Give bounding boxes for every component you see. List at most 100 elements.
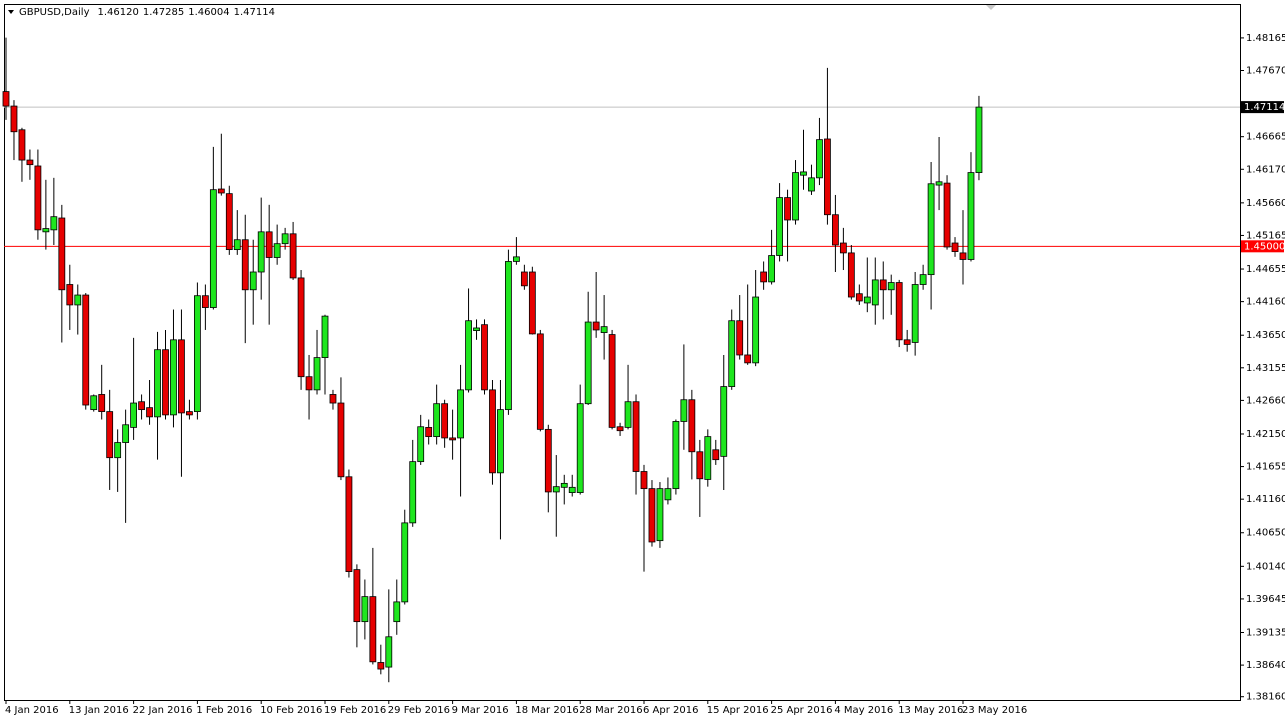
candle-body [457,389,464,439]
candle-body [943,182,951,248]
candle-body [42,228,50,233]
candle-body [776,197,783,256]
x-tick-label: 15 Apr 2016 [707,705,769,716]
candle-body [871,279,879,306]
candle-body [178,339,185,414]
candle-body [760,271,768,283]
candle-body [664,488,672,501]
candle-body [927,183,935,276]
candle-body [18,129,26,161]
candle-body [162,349,169,416]
x-tick-label: 4 Jan 2016 [5,705,59,716]
candle-body [313,357,321,391]
candle-body [34,165,42,231]
candle-body [688,399,696,453]
x-tick-label: 9 Mar 2016 [452,705,509,716]
candle-body [114,442,122,459]
candle-body [377,662,385,670]
candle-body [560,482,568,488]
candle-body [2,91,10,107]
x-tick-label: 25 Apr 2016 [771,705,833,716]
candle-body [481,324,488,391]
candle-body [728,320,736,387]
candle-body [640,471,648,490]
candle-body [967,172,975,260]
candle-body [50,216,58,231]
candle-body [592,321,600,331]
header-value: 1.47285 [143,7,184,18]
x-tick-label: 4 May 2016 [834,705,893,716]
x-tick-label: 13 Jan 2016 [69,705,129,716]
candle-body [855,293,863,302]
candle-body [712,449,720,461]
candle-body [951,242,959,252]
candle-body [257,231,265,273]
candle-body [217,188,225,194]
candle-body [225,193,233,251]
candle-body [624,401,632,428]
candle-body [895,282,903,341]
y-tick-label: 1.38640 [1246,660,1285,671]
candle-body [600,326,608,333]
candle-body [616,426,624,432]
candle-body [975,106,983,173]
y-tick-label: 1.43650 [1246,330,1285,341]
x-tick-label: 28 Mar 2016 [579,705,642,716]
candle-body [122,424,130,443]
header-value: 1.47114 [234,7,275,18]
y-tick-label: 1.43155 [1246,363,1285,374]
menu-arrow[interactable] [8,10,14,14]
candle-body [249,271,257,291]
candle-body [536,333,544,430]
shift-marker[interactable] [986,5,996,10]
x-tick-label: 10 Feb 2016 [260,705,322,716]
candle-body [919,274,927,285]
candle-body [800,171,807,176]
candle-body [361,596,369,623]
candle-body [672,421,680,490]
candle-body [847,252,855,298]
price-tag [1241,101,1284,114]
candle-body [520,271,528,287]
candle-body [193,295,201,412]
candle-body [544,428,552,493]
candle-body [281,233,289,245]
candle-body [863,296,871,304]
header-value: 1.46120 [98,7,139,18]
candle-body [768,255,775,283]
candle-body [704,436,712,480]
x-tick-label: 18 Mar 2016 [515,705,578,716]
candle-body [98,394,106,412]
candle-body [233,239,241,251]
x-tick-label: 19 Feb 2016 [324,705,386,716]
candle-body [273,243,281,258]
y-tick-label: 1.44160 [1246,297,1285,308]
plot-frame [4,4,1241,701]
candle-body [576,403,584,493]
candle-body [409,461,417,524]
price-tag-label: 1.45000 [1244,241,1285,252]
header-value: 1.46004 [188,7,229,18]
candle-body [433,403,441,438]
y-tick-label: 1.40650 [1246,528,1285,539]
candle-body [489,389,496,474]
candle-body [154,349,161,418]
candle-body [321,315,329,358]
candle-body [584,321,592,405]
candle-body [959,252,967,260]
y-tick-label: 1.42150 [1246,429,1285,440]
y-tick-label: 1.39645 [1246,594,1285,605]
candle-body [82,294,90,406]
candle-body [369,596,377,663]
candle-body [839,242,847,254]
candle-body [66,284,74,306]
y-tick-label: 1.41160 [1246,494,1285,505]
candle-body [329,394,337,404]
candle-body [265,231,273,258]
candle-body [138,401,145,411]
y-tick-label: 1.45660 [1246,198,1285,209]
symbol: GBPUSD,Daily [19,7,90,18]
candle-body [680,399,688,422]
candle-body [879,279,887,291]
